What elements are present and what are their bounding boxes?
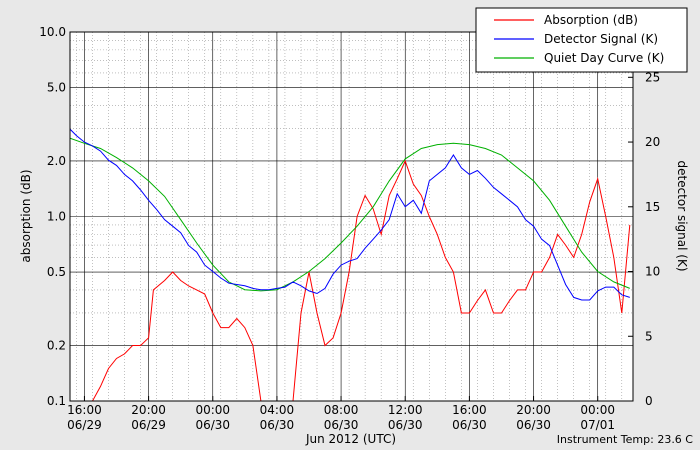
y-left-tick-label: 0.2 — [47, 338, 66, 352]
x-tick-label-time: 08:00 — [324, 403, 359, 417]
x-tick-label-date: 06/30 — [452, 418, 487, 432]
legend-box — [475, 7, 688, 73]
x-tick-label-date: 06/29 — [67, 418, 102, 432]
y-left-tick-label: 10.0 — [39, 25, 66, 39]
x-tick-label-date: 06/30 — [516, 418, 551, 432]
x-tick-label-date: 06/30 — [324, 418, 359, 432]
y-right-tick-label: 15 — [645, 200, 660, 214]
y-left-tick-label: 2.0 — [47, 154, 66, 168]
y-left-tick-label: 0.1 — [47, 394, 66, 408]
x-tick-label-time: 20:00 — [131, 403, 166, 417]
axes: 16:0006/2920:0006/2900:0006/3004:0006/30… — [39, 25, 660, 432]
series-line-detector-signal-k — [70, 128, 630, 301]
legend: Absorption (dB) Detector Signal (K) Quiet … — [475, 7, 688, 73]
legend-label: Quiet Day Curve (K) — [544, 51, 664, 65]
series-group — [70, 128, 631, 401]
grid — [70, 32, 633, 401]
y-left-tick-label: 5.0 — [47, 81, 66, 95]
x-tick-label-date: 07/01 — [580, 418, 615, 432]
y-left-tick-label: 0.5 — [47, 265, 66, 279]
legend-label: Detector Signal (K) — [544, 32, 658, 46]
x-tick-label-time: 16:00 — [452, 403, 487, 417]
series-line-absorption-db — [70, 159, 631, 401]
x-tick-label-time: 00:00 — [580, 403, 615, 417]
y-axis-right-label: detector signal (K) — [675, 160, 689, 271]
instrument-temp: Instrument Temp: 23.6 C — [557, 433, 694, 446]
y-right-tick-label: 10 — [645, 265, 660, 279]
x-tick-label-time: 04:00 — [260, 403, 295, 417]
x-tick-label-date: 06/29 — [131, 418, 166, 432]
x-tick-label-date: 06/30 — [260, 418, 295, 432]
x-tick-label-time: 00:00 — [195, 403, 230, 417]
x-tick-label-time: 12:00 — [388, 403, 423, 417]
y-left-tick-label: 1.0 — [47, 210, 66, 224]
y-right-tick-label: 5 — [645, 329, 653, 343]
y-right-tick-label: 25 — [645, 70, 660, 84]
y-right-tick-label: 20 — [645, 135, 660, 149]
plot-frame — [69, 31, 634, 402]
legend-label: Absorption (dB) — [544, 13, 638, 27]
y-right-tick-label: 0 — [645, 394, 653, 408]
x-tick-label-time: 16:00 — [67, 403, 102, 417]
series-line-quiet-day-curve-k — [70, 137, 630, 292]
y-axis-left-label: absorption (dB) — [19, 169, 33, 262]
x-axis-label: Jun 2012 (UTC) — [305, 432, 396, 446]
x-tick-label-date: 06/30 — [388, 418, 423, 432]
x-tick-label-time: 20:00 — [516, 403, 551, 417]
x-tick-label-date: 06/30 — [195, 418, 230, 432]
